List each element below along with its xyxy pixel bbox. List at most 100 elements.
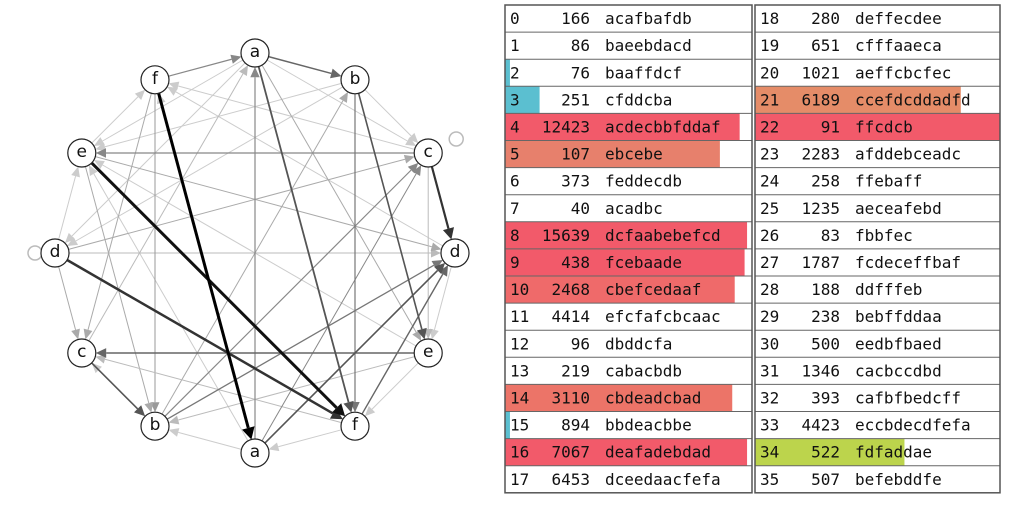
arrowhead bbox=[408, 132, 419, 144]
row-id: 17 bbox=[510, 470, 529, 489]
row-text: deffecdee bbox=[855, 9, 942, 28]
row-text: dcfaabebefcd bbox=[605, 226, 721, 245]
arrowhead bbox=[332, 403, 346, 417]
row-text: ffebaff bbox=[855, 172, 922, 191]
edge bbox=[166, 264, 435, 420]
row-count: 107 bbox=[561, 145, 590, 164]
edge bbox=[261, 173, 417, 442]
arrowhead bbox=[268, 442, 280, 452]
row-text: ddfffeb bbox=[855, 280, 922, 299]
arrowhead bbox=[239, 65, 248, 77]
node-circle bbox=[140, 65, 170, 95]
edge bbox=[102, 59, 244, 142]
row-count: 166 bbox=[561, 9, 590, 28]
row-text: ebcebe bbox=[605, 145, 663, 164]
arrowhead bbox=[71, 166, 80, 178]
edge bbox=[157, 92, 250, 429]
node-label: c bbox=[77, 342, 86, 362]
node: a bbox=[240, 438, 270, 468]
node-circle bbox=[340, 65, 370, 95]
edges bbox=[27, 54, 464, 452]
row-count: 258 bbox=[811, 172, 840, 191]
row-text: befebddfe bbox=[855, 470, 942, 489]
node: d bbox=[40, 238, 70, 268]
arrowhead bbox=[133, 405, 146, 417]
node: c bbox=[67, 338, 97, 368]
arrowhead bbox=[433, 262, 446, 275]
row-count: 1346 bbox=[801, 361, 840, 380]
row-text: cfddcba bbox=[605, 90, 672, 109]
row-id: 29 bbox=[760, 307, 779, 326]
arrowhead bbox=[88, 165, 98, 177]
edge bbox=[175, 91, 444, 247]
row-id: 26 bbox=[760, 226, 779, 245]
arrowhead bbox=[134, 89, 146, 100]
row-count: 251 bbox=[561, 90, 590, 109]
arrowhead bbox=[430, 242, 442, 252]
row-count: 83 bbox=[821, 226, 840, 245]
edge bbox=[264, 269, 439, 444]
row-id: 8 bbox=[510, 226, 520, 245]
row-id: 5 bbox=[510, 145, 520, 164]
nodes: a b c d e f a b c d e f bbox=[40, 38, 470, 468]
row-text: eedbfbaed bbox=[855, 334, 942, 353]
node-label: b bbox=[350, 69, 361, 89]
row-count: 3110 bbox=[551, 388, 590, 407]
node: f bbox=[140, 65, 170, 95]
arrowhead bbox=[95, 348, 107, 358]
edge bbox=[361, 273, 444, 415]
row-count: 507 bbox=[811, 470, 840, 489]
row-bar bbox=[505, 221, 748, 249]
arrowhead bbox=[167, 86, 179, 96]
node-label: d bbox=[50, 242, 61, 262]
row-text: ffcdcb bbox=[855, 117, 913, 136]
arrowhead bbox=[343, 400, 354, 413]
row-text: fbbfec bbox=[855, 226, 913, 245]
edge bbox=[68, 158, 406, 250]
row-count: 91 bbox=[821, 117, 840, 136]
node-label: e bbox=[77, 142, 87, 162]
node: e bbox=[67, 138, 97, 168]
arrowhead bbox=[364, 406, 376, 417]
arrowhead bbox=[403, 154, 415, 164]
arrowhead bbox=[230, 54, 242, 64]
row-id: 7 bbox=[510, 199, 520, 218]
row-id: 33 bbox=[760, 416, 779, 435]
row-text: cbefcedaaf bbox=[605, 280, 701, 299]
row-count: 280 bbox=[811, 9, 840, 28]
edge bbox=[433, 266, 452, 330]
node-circle bbox=[67, 338, 97, 368]
row-bar bbox=[505, 86, 540, 114]
edge bbox=[88, 73, 244, 342]
row-bar bbox=[505, 411, 510, 439]
node-circle bbox=[67, 138, 97, 168]
arrowhead bbox=[407, 162, 419, 174]
arrowhead bbox=[168, 415, 180, 425]
row-count: 6189 bbox=[801, 90, 840, 109]
node-label: d bbox=[450, 242, 461, 262]
node: d bbox=[440, 238, 470, 268]
node-label: a bbox=[250, 442, 260, 462]
arrowhead bbox=[250, 67, 260, 78]
row-bar bbox=[505, 438, 748, 466]
row-id: 23 bbox=[760, 145, 779, 164]
node-circle bbox=[140, 411, 170, 441]
edge bbox=[84, 166, 150, 404]
node-label: f bbox=[152, 69, 159, 89]
row-id: 22 bbox=[760, 117, 779, 136]
edge bbox=[430, 166, 450, 229]
arrowhead bbox=[71, 328, 80, 340]
row-id: 15 bbox=[510, 416, 529, 435]
row-text: acafbafdb bbox=[605, 9, 692, 28]
row-text: eccbdecdfefa bbox=[855, 416, 971, 435]
row-count: 96 bbox=[571, 334, 590, 353]
row-count: 4414 bbox=[551, 307, 590, 326]
node: c bbox=[413, 138, 443, 168]
row-bar bbox=[505, 140, 720, 168]
row-text: afddebceadc bbox=[855, 145, 961, 164]
row-id: 16 bbox=[510, 443, 529, 462]
node: f bbox=[340, 411, 370, 441]
row-text: acadbc bbox=[605, 199, 663, 218]
node: e bbox=[413, 338, 443, 368]
row-text: bebffddaa bbox=[855, 307, 942, 326]
